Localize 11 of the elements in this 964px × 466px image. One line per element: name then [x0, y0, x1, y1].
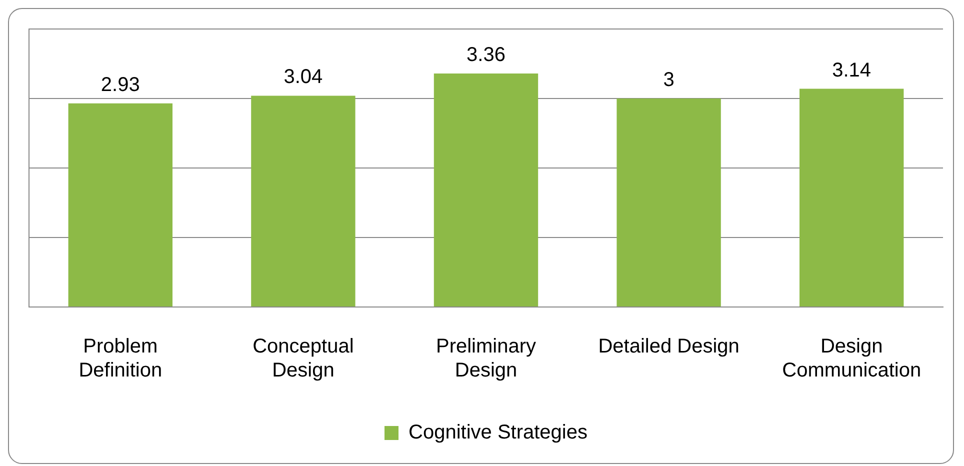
- x-tick-label: Problem Definition: [78, 336, 162, 382]
- legend-label: Cognitive Strategies: [408, 422, 588, 444]
- x-tick-label: Design Communication: [782, 336, 922, 382]
- data-label: 3: [663, 69, 674, 92]
- x-tick-label: Preliminary Design: [436, 336, 536, 382]
- x-tick-label: Detailed Design: [598, 336, 740, 358]
- data-label: 3.04: [284, 66, 323, 88]
- x-tick-label: Conceptual Design: [252, 336, 354, 382]
- data-label: 3.36: [466, 44, 506, 66]
- data-label: 2.93: [100, 74, 140, 96]
- data-label: 3.14: [832, 59, 872, 82]
